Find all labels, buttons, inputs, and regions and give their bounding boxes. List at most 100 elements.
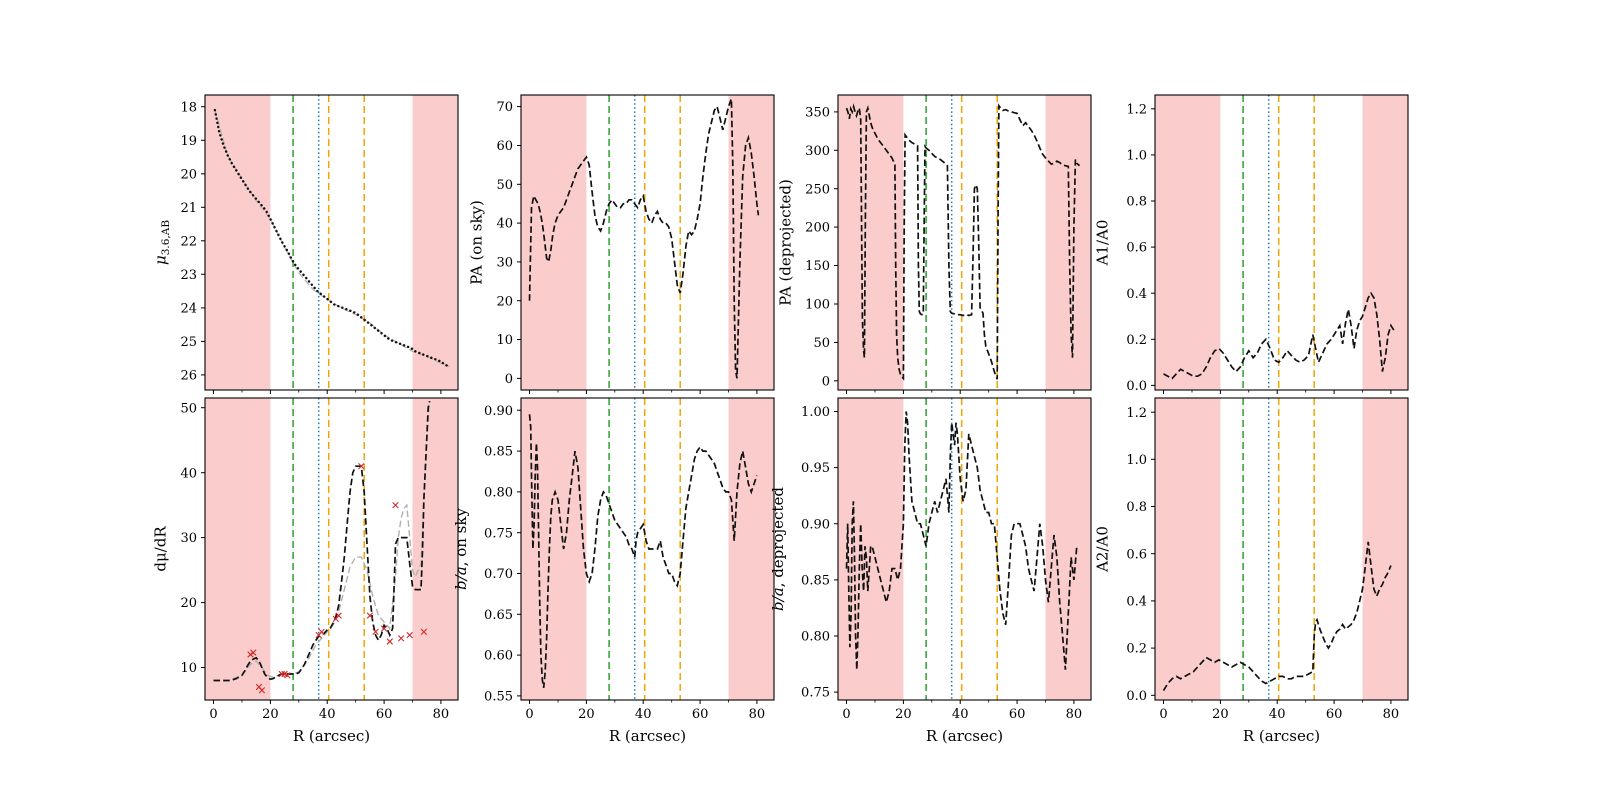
y-tick-label: 0.65 bbox=[484, 608, 513, 623]
y-tick-label: 19 bbox=[180, 134, 197, 149]
excluded-radius-band bbox=[1045, 95, 1091, 390]
excluded-radius-band bbox=[521, 95, 587, 390]
y-tick-label: 40 bbox=[496, 217, 513, 232]
y-tick-label: 23 bbox=[180, 268, 197, 283]
y-axis-label: A2/A0 bbox=[1094, 526, 1112, 573]
rejected-gradient-points bbox=[420, 628, 428, 635]
y-tick-label: 20 bbox=[496, 294, 513, 309]
x-tick-label: 80 bbox=[433, 707, 450, 722]
x-tick-label: 20 bbox=[1212, 707, 1229, 722]
x-tick-label: 20 bbox=[895, 707, 912, 722]
x-tick-label: 20 bbox=[578, 707, 595, 722]
x-tick-label: 80 bbox=[749, 707, 766, 722]
y-tick-label: 1.0 bbox=[1126, 148, 1147, 163]
axes-frame bbox=[837, 94, 1092, 391]
y-tick-label: 0.0 bbox=[1126, 379, 1147, 394]
y-tick-label: 1.00 bbox=[801, 405, 830, 420]
y-tick-label: 200 bbox=[805, 221, 830, 236]
y-tick-label: 0.75 bbox=[484, 526, 513, 541]
x-axis-label: R (arcsec) bbox=[926, 727, 1003, 745]
panel-pa-deprojected: 0 50 100 150 200 250 300 350 PA (deprojected) bbox=[777, 94, 1092, 394]
panel-ba-deprojected: 0.75 0.80 0.85 0.90 0.95 1.00 0 20 40 60 80 b/a, de… bbox=[769, 397, 1092, 745]
panel-ba-on-sky: 0.55 0.60 0.65 0.70 0.75 0.80 0.85 0.90 0 20 40 60 8… bbox=[452, 397, 775, 745]
y-axis-label: A1/A0 bbox=[1094, 220, 1112, 267]
y-tick-label: 0 bbox=[505, 372, 513, 387]
x-tick-label: 20 bbox=[262, 707, 279, 722]
y-tick-label: 0.0 bbox=[1126, 689, 1147, 704]
y-tick-label: 300 bbox=[805, 144, 830, 159]
excluded-radius-band bbox=[412, 95, 458, 390]
y-tick-label: 0.55 bbox=[484, 689, 513, 704]
x-tick-label: 40 bbox=[952, 707, 969, 722]
y-axis-label: b/a, on sky bbox=[452, 508, 470, 590]
excluded-radius-band bbox=[205, 95, 271, 390]
axes-frame bbox=[1154, 94, 1409, 391]
y-tick-label: 1.2 bbox=[1126, 102, 1147, 117]
x-tick-label: 60 bbox=[1326, 707, 1343, 722]
y-tick-label: 0.85 bbox=[801, 573, 830, 588]
rejected-gradient-points bbox=[380, 625, 388, 632]
excluded-radius-band bbox=[838, 95, 904, 390]
a2a0-profile bbox=[1162, 541, 1392, 692]
panel-dmu-dr: 10 20 30 40 50 0 20 40 60 80 dμ/dR R (arcsec) bbox=[151, 397, 459, 745]
y-axis-label: b/a, deprojected bbox=[769, 487, 787, 611]
y-tick-label: 150 bbox=[805, 259, 830, 274]
x-tick-label: 80 bbox=[1383, 707, 1400, 722]
y-tick-label: 0.75 bbox=[801, 686, 830, 701]
y-tick-label: 18 bbox=[180, 100, 197, 115]
rejected-gradient-points bbox=[372, 628, 379, 635]
x-axis-label: R (arcsec) bbox=[1243, 727, 1320, 745]
excluded-radius-band bbox=[728, 95, 774, 390]
x-tick-label: 60 bbox=[692, 707, 709, 722]
y-tick-label: 0.90 bbox=[484, 404, 513, 419]
y-tick-label: 30 bbox=[496, 255, 513, 270]
panel-surface-brightness: 18 19 20 21 22 23 24 25 26 μ3.6,AB bbox=[151, 94, 459, 394]
y-tick-label: 30 bbox=[180, 531, 197, 546]
y-tick-label: 0.2 bbox=[1126, 642, 1147, 657]
x-axis-label: R (arcsec) bbox=[293, 727, 370, 745]
rejected-gradient-points bbox=[392, 502, 399, 509]
rejected-gradient-points bbox=[247, 651, 254, 658]
x-tick-label: 40 bbox=[635, 707, 652, 722]
excluded-radius-band bbox=[1155, 398, 1221, 700]
rejected-gradient-points bbox=[397, 635, 405, 642]
x-tick-label: 60 bbox=[1009, 707, 1026, 722]
x-tick-label: 0 bbox=[525, 707, 533, 722]
y-tick-label: 350 bbox=[805, 105, 830, 120]
x-tick-label: 0 bbox=[1159, 707, 1167, 722]
x-tick-label: 40 bbox=[319, 707, 336, 722]
axes-frame bbox=[1154, 397, 1409, 701]
excluded-radius-band bbox=[521, 398, 587, 700]
axes-frame bbox=[204, 94, 459, 391]
y-tick-label: 0.95 bbox=[801, 461, 830, 476]
excluded-radius-band bbox=[1362, 95, 1408, 390]
y-tick-label: 21 bbox=[180, 201, 197, 216]
pa-deprojected-profile bbox=[845, 103, 1081, 381]
y-tick-label: 50 bbox=[180, 401, 197, 416]
pa-sky-profile bbox=[528, 98, 760, 379]
y-tick-label: 250 bbox=[805, 182, 830, 197]
y-tick-label: 0 bbox=[822, 374, 830, 389]
ba-deprojected-profile bbox=[845, 411, 1078, 670]
y-tick-label: 0.85 bbox=[484, 445, 513, 460]
y-tick-label: 20 bbox=[180, 167, 197, 182]
y-tick-label: 1.2 bbox=[1126, 406, 1147, 421]
y-tick-label: 1.0 bbox=[1126, 453, 1147, 468]
rejected-gradient-points bbox=[318, 628, 325, 635]
dmudr-smooth-model-line bbox=[213, 401, 431, 682]
y-axis-label: PA (on sky) bbox=[467, 200, 485, 285]
axes-frame bbox=[520, 94, 775, 391]
a1a0-profile bbox=[1163, 291, 1395, 380]
x-tick-label: 40 bbox=[1269, 707, 1286, 722]
y-tick-label: 0.4 bbox=[1126, 594, 1147, 609]
panel-a2-a0: 0.0 0.2 0.4 0.6 0.8 1.0 1.2 0 20 40 60 80 A2/A0 R (ar… bbox=[1094, 397, 1409, 745]
dmudr-profile bbox=[213, 401, 431, 682]
excluded-radius-band bbox=[1155, 95, 1221, 390]
y-tick-label: 10 bbox=[496, 333, 513, 348]
y-tick-label: 0.80 bbox=[801, 630, 830, 645]
excluded-radius-band bbox=[1362, 398, 1408, 700]
y-tick-label: 24 bbox=[180, 301, 197, 316]
y-tick-label: 0.70 bbox=[484, 567, 513, 582]
